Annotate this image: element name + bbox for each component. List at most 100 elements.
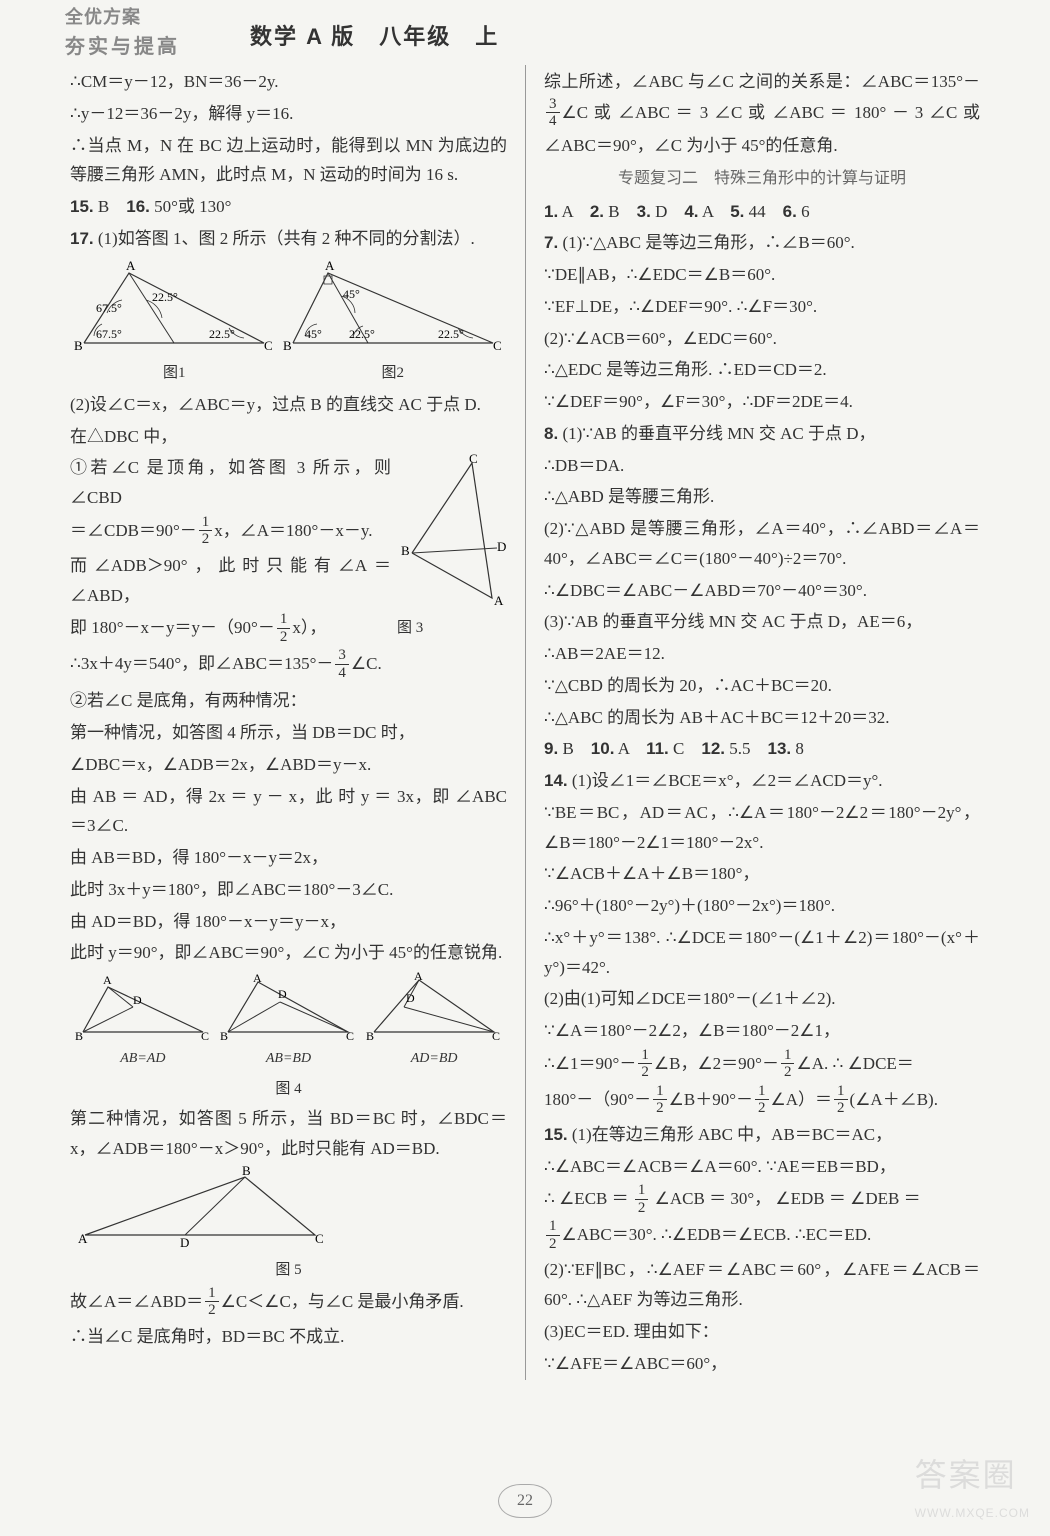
svg-text:D: D <box>406 991 415 1005</box>
svg-text:A: A <box>103 973 112 987</box>
badge-line2: 夯实与提高 <box>65 30 180 65</box>
svg-text:A: A <box>494 593 504 608</box>
svg-text:B: B <box>242 1165 251 1178</box>
figure-row-4: A B C D AB=AD A B C D AB=BD <box>70 972 507 1072</box>
text-line: ∴△ABD 是等腰三角形. <box>544 482 980 512</box>
text-line: 第一种情况，如答图 4 所示，当 DB＝DC 时， <box>70 718 507 748</box>
figure-caption: 图 4 <box>70 1076 507 1102</box>
text-line: 14. (1)设∠1＝∠BCE＝x°，∠2＝∠ACD＝y°. <box>544 766 980 796</box>
text-line: ②若∠C 是底角，有两种情况： <box>70 686 507 716</box>
text-line: ∴DB＝DA. <box>544 451 980 481</box>
svg-text:A: A <box>325 258 335 273</box>
text-line: ∵∠A＝180°－2∠2，∠B＝180°－2∠1， <box>544 1016 980 1046</box>
text-line: 180°－（90°－12∠B＋90°－12∠A）＝12(∠A＋∠B). <box>544 1084 980 1118</box>
figure-caption: 图 3 <box>397 615 507 641</box>
text-line: 15. B 16. 50°或 130° <box>70 192 507 222</box>
badge-line1: 全优方案 <box>65 7 141 27</box>
svg-text:45°: 45° <box>305 327 322 341</box>
text-line: 12∠ABC＝30°. ∴∠EDB＝∠ECB. ∴EC＝ED. <box>544 1219 980 1253</box>
triangle-diagram-2: A B C 45° 45° 22.5° 22.5° <box>283 258 503 358</box>
text-line: ∴CM＝y－12，BN＝36－2y. <box>70 67 507 97</box>
text-line: ∵△CBD 的周长为 20，∴AC＋BC＝20. <box>544 671 980 701</box>
text-line: ∵∠DEF＝90°，∠F＝30°，∴DF＝2DE＝4. <box>544 387 980 417</box>
text-line: ∠DBC＝x，∠ADB＝2x，∠ABD＝y－x. <box>70 750 507 780</box>
svg-text:D: D <box>497 539 506 554</box>
text-line: ∴△ABC 的周长为 AB＋AC＋BC＝12＋20＝32. <box>544 703 980 733</box>
text-line: ∵BE＝BC，AD＝AC，∴∠A＝180°－2∠2＝180°－2y°，∠B＝18… <box>544 798 980 858</box>
text-line: ∴当点 M，N 在 BC 边上运动时，能得到以 MN 为底边的等腰三角形 AMN… <box>70 131 507 191</box>
text-line: ∵∠ACB＋∠A＋∠B＝180°， <box>544 859 980 889</box>
svg-text:C: C <box>201 1029 209 1043</box>
svg-text:C: C <box>493 338 502 353</box>
triangle-diagram-1: A B C 67.5° 67.5° 22.5° 22.5° <box>74 258 274 358</box>
svg-text:22.5°: 22.5° <box>438 327 464 341</box>
svg-text:B: B <box>74 338 83 353</box>
page-title: 数学 A 版 八年级 上 <box>250 18 499 57</box>
svg-text:22.5°: 22.5° <box>152 290 178 304</box>
sub-caption: AD=BD <box>364 1047 504 1072</box>
text-line: 综上所述，∠ABC 与∠C 之间的关系是：∠ABC＝135°－34∠C 或 ∠A… <box>544 67 980 161</box>
figure-caption: 图2 <box>283 360 503 386</box>
text-line: 此时 y＝90°，即∠ABC＝90°，∠C 为小于 45°的任意锐角. <box>70 938 507 968</box>
figure-5: A B C D 图 5 <box>70 1165 507 1283</box>
svg-text:A: A <box>253 972 262 985</box>
text-line: (3)EC＝ED. 理由如下： <box>544 1317 980 1347</box>
text-line: 由 AB ＝ AD，得 2x ＝ y － x，此 时 y ＝ 3x，即 ∠ABC… <box>70 782 507 842</box>
text-line: (2)由(1)可知∠DCE＝180°－(∠1＋∠2). <box>544 984 980 1014</box>
text-line: ∴x°＋y°＝138°. ∴∠DCE＝180°－(∠1＋∠2)＝180°－(x°… <box>544 923 980 983</box>
figure-4a: A B C D AB=AD <box>73 972 213 1072</box>
svg-text:B: B <box>75 1029 83 1043</box>
text-line: ∵∠AFE＝∠ABC＝60°， <box>544 1349 980 1379</box>
triangle-diagram-3: C B A D <box>397 453 507 613</box>
figure-4c: A B C D AD=BD <box>364 972 504 1072</box>
text-line: ∴y－12＝36－2y，解得 y＝16. <box>70 99 507 129</box>
svg-text:A: A <box>78 1231 88 1246</box>
text-line: ∴96°＋(180°－2y°)＋(180°－2x°)＝180°. <box>544 891 980 921</box>
text-line: ∴3x＋4y＝540°，即∠ABC＝135°－34∠C. <box>70 648 507 682</box>
figure-1: A B C 67.5° 67.5° 22.5° 22.5° 图1 <box>74 258 274 386</box>
sub-caption: AB=BD <box>218 1047 358 1072</box>
figure-3: C B A D 图 3 <box>397 453 507 641</box>
page-number: 22 <box>0 1484 1050 1518</box>
figure-caption: 图 5 <box>70 1257 507 1283</box>
svg-text:22.5°: 22.5° <box>349 327 375 341</box>
svg-text:B: B <box>283 338 292 353</box>
svg-text:D: D <box>278 987 287 1001</box>
content-columns: ∴CM＝y－12，BN＝36－2y. ∴y－12＝36－2y，解得 y＝16. … <box>0 55 1050 1380</box>
svg-text:C: C <box>264 338 273 353</box>
text-line: (2)设∠C＝x，∠ABC＝y，过点 B 的直线交 AC 于点 D. <box>70 390 507 420</box>
figure-2: A B C 45° 45° 22.5° 22.5° 图2 <box>283 258 503 386</box>
figure-caption: 图1 <box>74 360 274 386</box>
text-line: 9. B 10. A 11. C 12. 5.5 13. 8 <box>544 734 980 764</box>
svg-text:C: C <box>315 1231 324 1246</box>
text-line: ∴△EDC 是等边三角形. ∴ED＝CD＝2. <box>544 355 980 385</box>
svg-text:67.5°: 67.5° <box>96 301 122 315</box>
text-line: 第二种情况，如答图 5 所示，当 BD＝BC 时，∠BDC＝x，∠ADB＝180… <box>70 1104 507 1164</box>
text-line: 15. (1)在等边三角形 ABC 中，AB＝BC＝AC， <box>544 1120 980 1150</box>
text-line: ∴∠DBC＝∠ABC－∠ABD＝70°－40°＝30°. <box>544 576 980 606</box>
text-line: ∵EF⊥DE，∴∠DEF＝90°. ∴∠F＝30°. <box>544 292 980 322</box>
svg-text:D: D <box>180 1235 189 1250</box>
triangle-diagram-5: A B C D <box>70 1165 330 1255</box>
text-line: 由 AD＝BD，得 180°－x－y＝y－x， <box>70 907 507 937</box>
text-line: (2)∵△ABD 是等腰三角形，∠A＝40°，∴∠ABD＝∠A＝40°，∠ABC… <box>544 514 980 574</box>
text-line: 此时 3x＋y＝180°，即∠ABC＝180°－3∠C. <box>70 875 507 905</box>
section-title: 专题复习二 特殊三角形中的计算与证明 <box>544 165 980 193</box>
watermark: 答案圈 WWW.MXQE.COM <box>915 1447 1030 1524</box>
page-number-value: 22 <box>498 1484 552 1518</box>
text-line: 7. (1)∵△ABC 是等边三角形，∴∠B＝60°. <box>544 228 980 258</box>
text-line: 8. (1)∵AB 的垂直平分线 MN 交 AC 于点 D， <box>544 419 980 449</box>
svg-text:67.5°: 67.5° <box>96 327 122 341</box>
watermark-main: 答案圈 <box>915 1457 1017 1493</box>
series-badge: 全优方案 夯实与提高 <box>65 2 180 65</box>
svg-text:A: A <box>126 258 136 273</box>
text-line: ∵DE∥AB，∴∠EDC＝∠B＝60°. <box>544 260 980 290</box>
right-column: 综上所述，∠ABC 与∠C 之间的关系是：∠ABC＝135°－34∠C 或 ∠A… <box>525 65 980 1380</box>
text-line: ∴∠ABC＝∠ACB＝∠A＝60°. ∵AE＝EB＝BD， <box>544 1152 980 1182</box>
figure-row-1: A B C 67.5° 67.5° 22.5° 22.5° 图1 <box>70 258 507 386</box>
watermark-sub: WWW.MXQE.COM <box>915 1503 1030 1524</box>
text-line: 1. A 2. B 3. D 4. A 5. 44 6. 6 <box>544 197 980 227</box>
text-line: (3)∵AB 的垂直平分线 MN 交 AC 于点 D，AE＝6， <box>544 607 980 637</box>
svg-text:C: C <box>469 453 478 466</box>
svg-text:B: B <box>220 1029 228 1043</box>
